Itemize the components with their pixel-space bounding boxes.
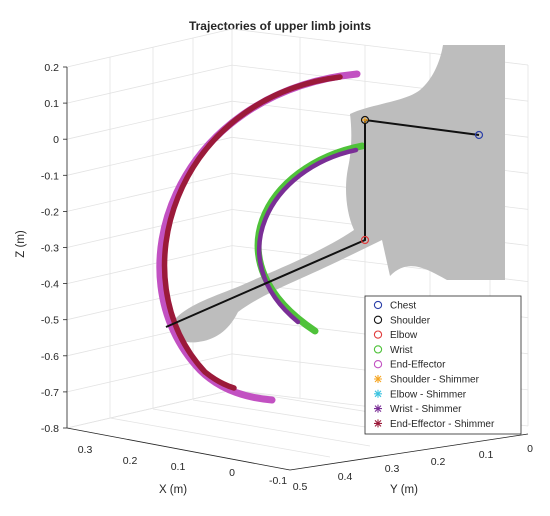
legend-box (364, 295, 522, 435)
y-tick-label: 0.2 (431, 456, 446, 468)
z-tick-label: -0.6 (41, 351, 59, 363)
end-effector-shimmer-trajectory (161, 74, 343, 391)
grid-line (109, 417, 331, 458)
z-axis-label: Z (m) (15, 230, 27, 258)
legend-marker (374, 419, 382, 428)
z-tick-label: -0.1 (41, 170, 59, 182)
legend-marker (374, 375, 382, 383)
grid-line (152, 408, 371, 447)
z-tick-label: -0.4 (41, 279, 59, 291)
grid-line (66, 100, 233, 140)
y-tick-label: 0 (527, 443, 533, 455)
x-tick-label: 0.3 (78, 444, 93, 456)
legend-label: Wrist - Shimmer (390, 404, 462, 415)
z-tick-label: -0.2 (41, 206, 59, 218)
z-tick-label: -0.3 (41, 243, 59, 255)
legend-label: End-Effector - Shimmer (390, 419, 495, 430)
z-tick-label: -0.8 (41, 423, 59, 435)
y-tick-label: 0.5 (293, 481, 308, 493)
grid-line (66, 245, 233, 284)
y-tick-label: 0.1 (479, 449, 494, 461)
legend-marker (374, 404, 382, 413)
legend-items: Chest Shoulder Elbow Wrist End-Effector Shoul… (373, 300, 495, 430)
body-silhouette (171, 45, 505, 343)
y-axis-label: Y (m) (390, 484, 418, 496)
legend-label: Shoulder - Shimmer (390, 375, 480, 386)
grid-line (66, 389, 233, 429)
z-tick-label: 0.2 (44, 62, 59, 74)
legend-label: Shoulder (390, 315, 431, 326)
shoulder-shimmer-marker (362, 117, 368, 123)
trajectories (156, 70, 366, 404)
legend-label: Wrist (390, 345, 413, 356)
grid-line (66, 209, 233, 248)
grid-line (66, 281, 233, 321)
legend-marker (373, 330, 383, 339)
z-tick-label: -0.7 (41, 387, 59, 399)
legend-label: Chest (390, 301, 416, 312)
legend-label: Elbow - Shimmer (390, 389, 467, 400)
legend-label: Elbow (390, 330, 418, 341)
x-axis-label: X (m) (159, 484, 187, 496)
wrist-shimmer-trajectory (257, 147, 359, 325)
z-tick-label: -0.5 (41, 315, 59, 327)
y-tick-label: 0.3 (385, 463, 400, 475)
legend-marker (373, 345, 383, 354)
elbow-marker (360, 235, 370, 245)
body-silhouette-shape (171, 45, 505, 343)
x-tick-label: 0.1 (171, 461, 186, 473)
x-tick-label: 0 (229, 467, 235, 479)
legend-label: End-Effector (390, 360, 446, 371)
grid-line (66, 64, 233, 104)
y-axis-ticks: 0.5 0.4 0.3 0.2 0.1 0 (293, 443, 533, 493)
grid-line (66, 353, 233, 393)
grid-line (66, 173, 233, 212)
z-axis-ticks: 0.2 0.1 0 -0.1 -0.2 -0.3 -0.4 -0.5 -0.6 -0.7 -0.8 (41, 62, 67, 435)
x-tick-label: 0.2 (123, 455, 138, 467)
z-tick-label: 0 (53, 134, 59, 146)
y-tick-label: 0.4 (338, 471, 353, 483)
legend-marker (373, 300, 383, 310)
grid-line (66, 28, 233, 68)
legend-marker (373, 315, 383, 324)
legend-marker (374, 389, 382, 398)
legend: Chest Shoulder Elbow Wrist End-Effector Shoul… (364, 295, 522, 435)
arm-links (165, 118, 480, 328)
arm-skeleton (165, 115, 484, 328)
z-tick-label: 0.1 (44, 98, 59, 110)
y-axis-line (289, 433, 529, 471)
shoulder-marker (360, 115, 370, 125)
chest-marker (474, 130, 484, 140)
legend-marker (373, 360, 383, 369)
x-tick-label: -0.1 (269, 475, 287, 487)
x-axis-line (66, 427, 291, 471)
grid-line (66, 136, 233, 176)
chart-title: Trajectories of upper limb joints (189, 19, 371, 33)
x-axis-ticks: 0.3 0.2 0.1 0 -0.1 (78, 444, 288, 487)
